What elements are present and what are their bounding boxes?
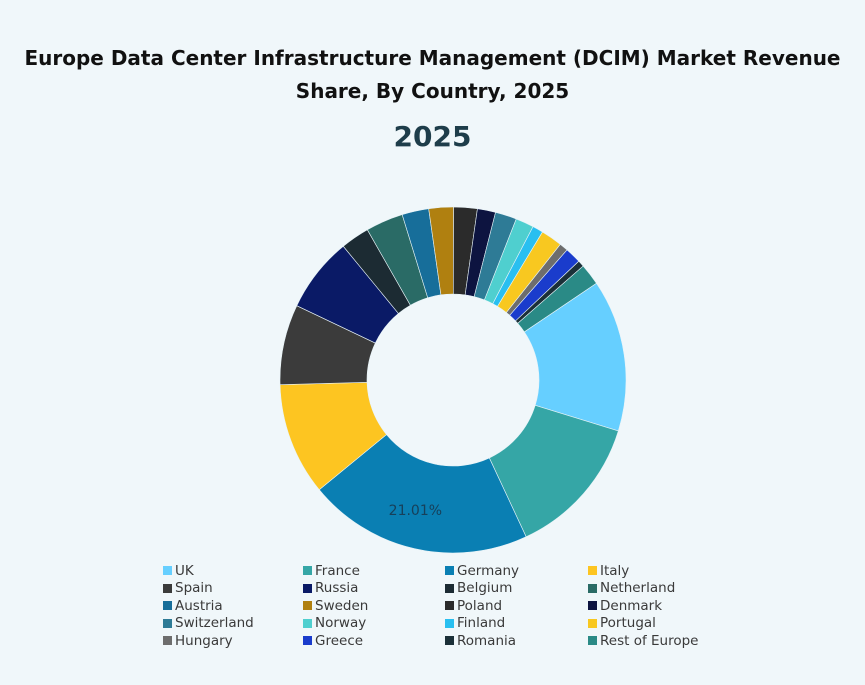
legend-item: France: [303, 562, 445, 580]
legend-swatch: [588, 636, 597, 646]
legend-swatch: [445, 583, 454, 593]
slice-rest-of-europe: [517, 265, 597, 333]
legend-label: Norway: [315, 615, 367, 632]
legend-swatch: [303, 583, 312, 593]
legend-item: Greece: [303, 632, 445, 650]
legend-label: UK: [175, 562, 194, 579]
legend-swatch: [163, 583, 172, 593]
legend-item: Spain: [163, 580, 303, 598]
legend-swatch: [588, 583, 597, 593]
legend-item: Poland: [445, 597, 588, 615]
legend-label: Portugal: [600, 615, 656, 632]
legend-label: Romania: [457, 632, 517, 649]
legend-item: Sweden: [303, 597, 445, 615]
chart-subtitle: 2025: [393, 120, 472, 153]
legend-item: Portugal: [588, 615, 738, 633]
legend-swatch: [303, 618, 312, 628]
legend-swatch: [445, 618, 454, 628]
legend-item: Finland: [445, 615, 588, 633]
legend-label: Finland: [457, 615, 506, 632]
legend-item: Rest of Europe: [588, 632, 738, 650]
legend-item: Norway: [303, 615, 445, 633]
legend-label: Rest of Europe: [600, 632, 699, 649]
slice-germany: [318, 434, 527, 554]
legend-label: Austria: [175, 597, 223, 614]
legend-swatch: [303, 566, 312, 576]
legend-label: Spain: [175, 580, 213, 597]
legend-item: Denmark: [588, 597, 738, 615]
legend-label: Hungary: [175, 632, 233, 649]
legend-label: Russia: [315, 580, 359, 597]
legend-label: Belgium: [457, 580, 513, 597]
legend-item: UK: [163, 562, 303, 580]
legend-swatch: [303, 601, 312, 611]
legend-swatch: [445, 636, 454, 646]
legend-swatch: [588, 601, 597, 611]
legend-swatch: [588, 618, 597, 628]
legend-label: Denmark: [600, 597, 663, 614]
legend-item: Switzerland: [163, 615, 303, 633]
legend-item: Russia: [303, 580, 445, 598]
legend-item: Italy: [588, 562, 738, 580]
legend-item: Belgium: [445, 580, 588, 598]
legend-item: Netherland: [588, 580, 738, 598]
data-label: 21.01%: [389, 503, 442, 519]
legend-swatch: [303, 636, 312, 646]
legend-item: Hungary: [163, 632, 303, 650]
legend-item: Germany: [445, 562, 588, 580]
chart-title: Europe Data Center Infrastructure Manage…: [24, 46, 841, 103]
legend-label: Netherland: [600, 580, 676, 597]
legend-label: Greece: [315, 632, 364, 649]
legend-swatch: [445, 601, 454, 611]
legend-swatch: [163, 636, 172, 646]
legend-item: Austria: [163, 597, 303, 615]
legend-swatch: [163, 618, 172, 628]
legend-item: Romania: [445, 632, 588, 650]
legend-label: Italy: [600, 562, 630, 579]
legend-label: France: [315, 562, 360, 579]
slice-uk: [523, 282, 627, 432]
legend-label: Switzerland: [175, 615, 254, 632]
legend-swatch: [163, 601, 172, 611]
legend-swatch: [445, 566, 454, 576]
legend-swatch: [588, 566, 597, 576]
legend-swatch: [163, 566, 172, 576]
legend-label: Germany: [457, 562, 520, 579]
legend-label: Poland: [457, 597, 503, 614]
legend: UK France Germany Italy Spain Russia Belgium Ne…: [163, 562, 763, 650]
legend-label: Sweden: [315, 597, 369, 614]
